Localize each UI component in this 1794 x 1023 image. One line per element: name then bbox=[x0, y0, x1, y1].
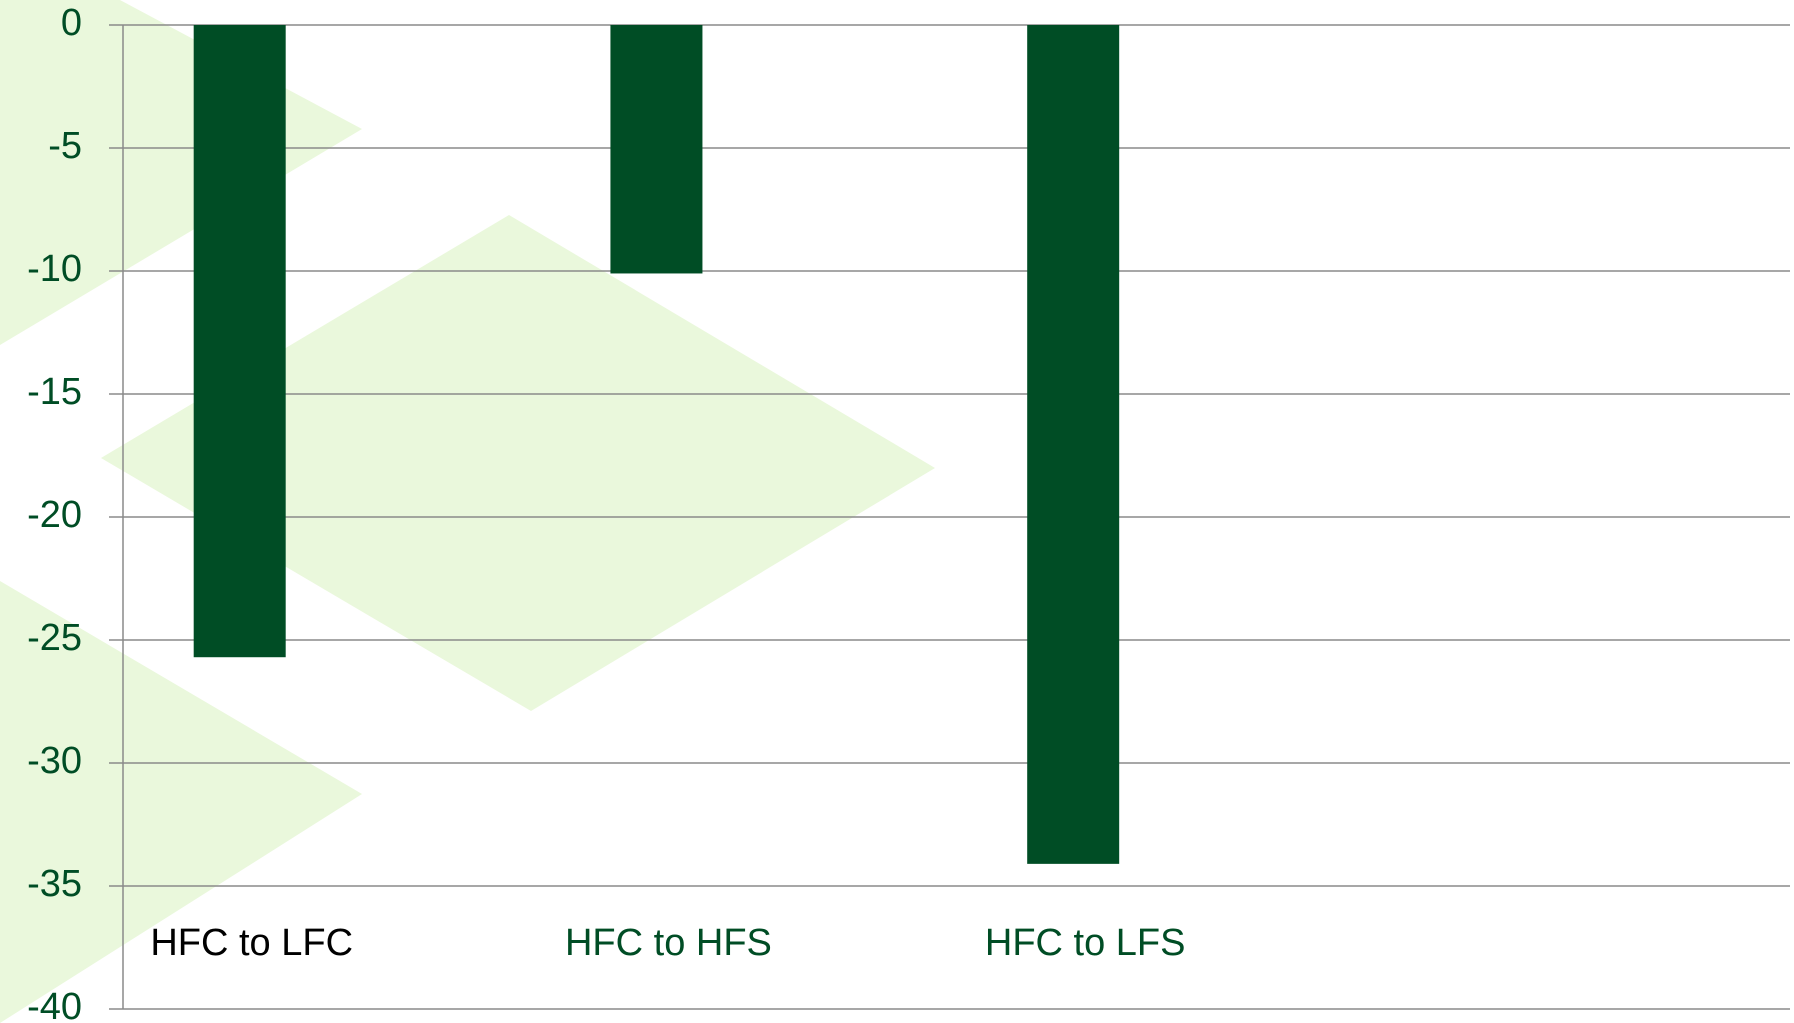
y-tick-label: -25 bbox=[27, 617, 82, 659]
y-tick-label: -35 bbox=[27, 863, 82, 905]
bar bbox=[610, 25, 703, 274]
x-tick-label: HFC to HFS bbox=[565, 922, 772, 964]
y-tick-label: -10 bbox=[27, 248, 82, 290]
background-decoration bbox=[0, 0, 935, 1023]
bar bbox=[193, 25, 286, 658]
decoration-diamond bbox=[101, 215, 935, 711]
y-tick-label: 0 bbox=[61, 2, 82, 44]
x-tick-label: HFC to LFS bbox=[985, 922, 1186, 964]
y-tick-label: -15 bbox=[27, 371, 82, 413]
y-tick-label: -30 bbox=[27, 740, 82, 782]
decoration-triangle bbox=[0, 0, 362, 345]
bar bbox=[1027, 25, 1120, 864]
y-tick-label: -5 bbox=[48, 125, 82, 167]
x-tick-label: HFC to LFC bbox=[150, 922, 353, 964]
y-tick-label: -40 bbox=[27, 986, 82, 1023]
decoration-triangle bbox=[0, 581, 362, 1023]
y-tick-label: -20 bbox=[27, 494, 82, 536]
